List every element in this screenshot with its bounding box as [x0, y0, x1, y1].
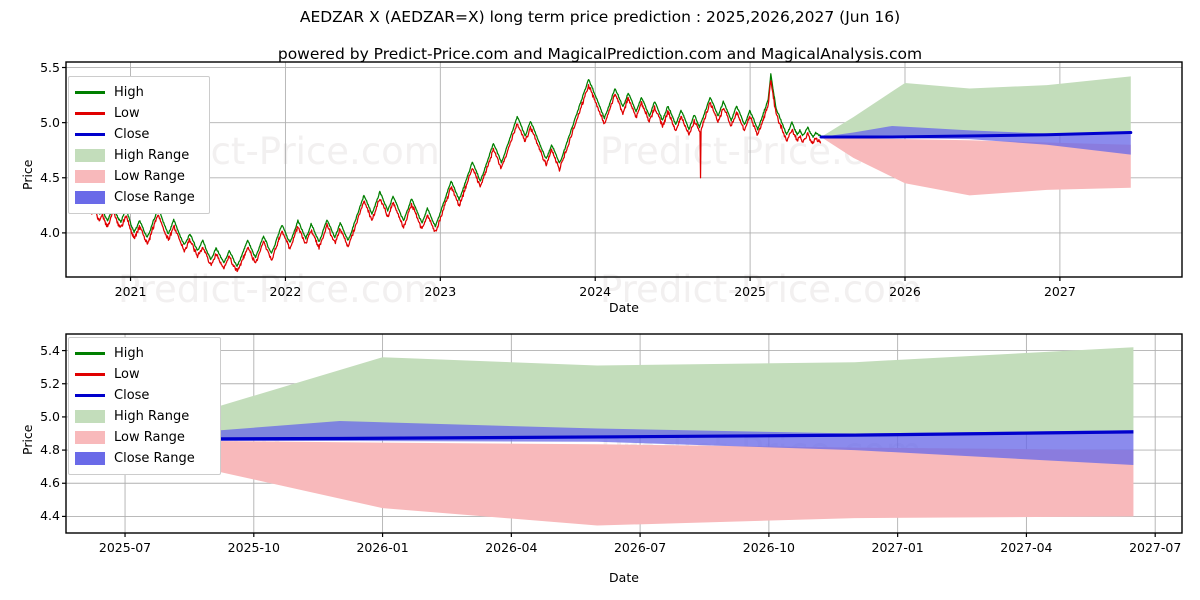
legend-swatch-close — [75, 133, 105, 136]
top-x-tick: 2021 — [114, 284, 147, 299]
legend-label: High Range — [114, 148, 190, 163]
legend-swatch-high — [75, 91, 105, 94]
top-chart-canvas — [62, 61, 1183, 281]
bottom-chart-canvas — [62, 333, 1183, 537]
bottom-y-tick: 5.0 — [40, 408, 60, 424]
legend-label: Low Range — [114, 169, 185, 184]
bottom-x-tick: 2025-10 — [227, 540, 280, 555]
bottom-y-tick: 5.4 — [40, 342, 60, 358]
bottom-x-tick: 2026-07 — [613, 540, 667, 555]
legend-item-close-range[interactable]: Close Range — [75, 187, 202, 208]
bottom-x-tick: 2025-07 — [98, 540, 152, 555]
legend-swatch-low-range — [75, 431, 105, 444]
bottom-x-tick: 2027-07 — [1129, 540, 1182, 555]
legend-swatch-low — [75, 373, 105, 376]
legend-item-high[interactable]: High — [75, 343, 213, 364]
legend-label: Close — [114, 388, 150, 403]
legend-item-low[interactable]: Low — [75, 103, 202, 124]
bottom-y-tick: 4.6 — [40, 475, 60, 491]
legend-item-low-range[interactable]: Low Range — [75, 166, 202, 187]
bottom-chart-legend: High Low Close High Range Low Range Close Ran… — [68, 337, 221, 475]
bottom-x-tick: 2027-04 — [1000, 540, 1053, 555]
bottom-y-tick: 5.2 — [40, 375, 60, 391]
legend-swatch-high-range — [75, 149, 105, 162]
legend-swatch-close — [75, 394, 105, 397]
legend-item-close[interactable]: Close — [75, 385, 213, 406]
legend-label: High Range — [114, 409, 190, 424]
top-y-tick: 4.0 — [40, 224, 60, 240]
legend-swatch-close-range — [75, 191, 105, 204]
top-x-tick: 2023 — [424, 284, 457, 299]
legend-swatch-high-range — [75, 410, 105, 423]
bottom-x-tick: 2026-10 — [742, 540, 795, 555]
top-y-tick: 5.0 — [40, 114, 60, 130]
bottom-x-tick: 2026-04 — [485, 540, 538, 555]
top-chart-legend: High Low Close High Range Low Range Close Ran… — [68, 76, 210, 214]
legend-swatch-low-range — [75, 170, 105, 183]
legend-item-low[interactable]: Low — [75, 364, 213, 385]
chart-subtitle: powered by Predict-Price.com and Magical… — [277, 45, 923, 63]
legend-swatch-close-range — [75, 452, 105, 465]
bottom-chart: Predict-Price.com Predict-Price.com Pric… — [0, 320, 1200, 600]
legend-label: Low — [114, 367, 140, 382]
legend-item-high-range[interactable]: High Range — [75, 145, 202, 166]
legend-item-close[interactable]: Close — [75, 124, 202, 145]
bottom-y-tick: 4.8 — [40, 442, 60, 458]
top-y-tick: 4.5 — [40, 169, 60, 185]
legend-swatch-low — [75, 112, 105, 115]
bottom-x-tick: 2026-01 — [356, 540, 409, 555]
legend-label: Low — [114, 106, 140, 121]
legend-item-low-range[interactable]: Low Range — [75, 427, 213, 448]
legend-label: High — [114, 346, 144, 361]
legend-label: Close Range — [114, 190, 195, 205]
top-chart: Predict-Price.com Predict-Price.com Pred… — [20, 59, 1183, 315]
page-title: AEDZAR X (AEDZAR=X) long term price pred… — [299, 8, 901, 26]
legend-label: High — [114, 85, 144, 100]
bottom-x-axis-label: Date — [609, 570, 639, 585]
legend-label: Close — [114, 127, 150, 142]
legend-item-high[interactable]: High — [75, 82, 202, 103]
legend-label: Low Range — [114, 430, 185, 445]
bottom-y-tick: 4.4 — [40, 508, 60, 524]
legend-swatch-high — [75, 352, 105, 355]
bottom-x-tick: 2027-01 — [871, 540, 924, 555]
legend-item-high-range[interactable]: High Range — [75, 406, 213, 427]
top-x-tick: 2022 — [269, 284, 302, 299]
legend-label: Close Range — [114, 451, 195, 466]
top-y-tick: 5.5 — [40, 59, 60, 75]
top-x-axis-label: Date — [609, 300, 639, 315]
top-x-tick: 2024 — [579, 284, 612, 299]
legend-item-close-range[interactable]: Close Range — [75, 448, 213, 469]
top-x-tick: 2027 — [1043, 284, 1076, 299]
top-x-tick: 2025 — [734, 284, 766, 299]
top-x-tick: 2026 — [889, 284, 921, 299]
